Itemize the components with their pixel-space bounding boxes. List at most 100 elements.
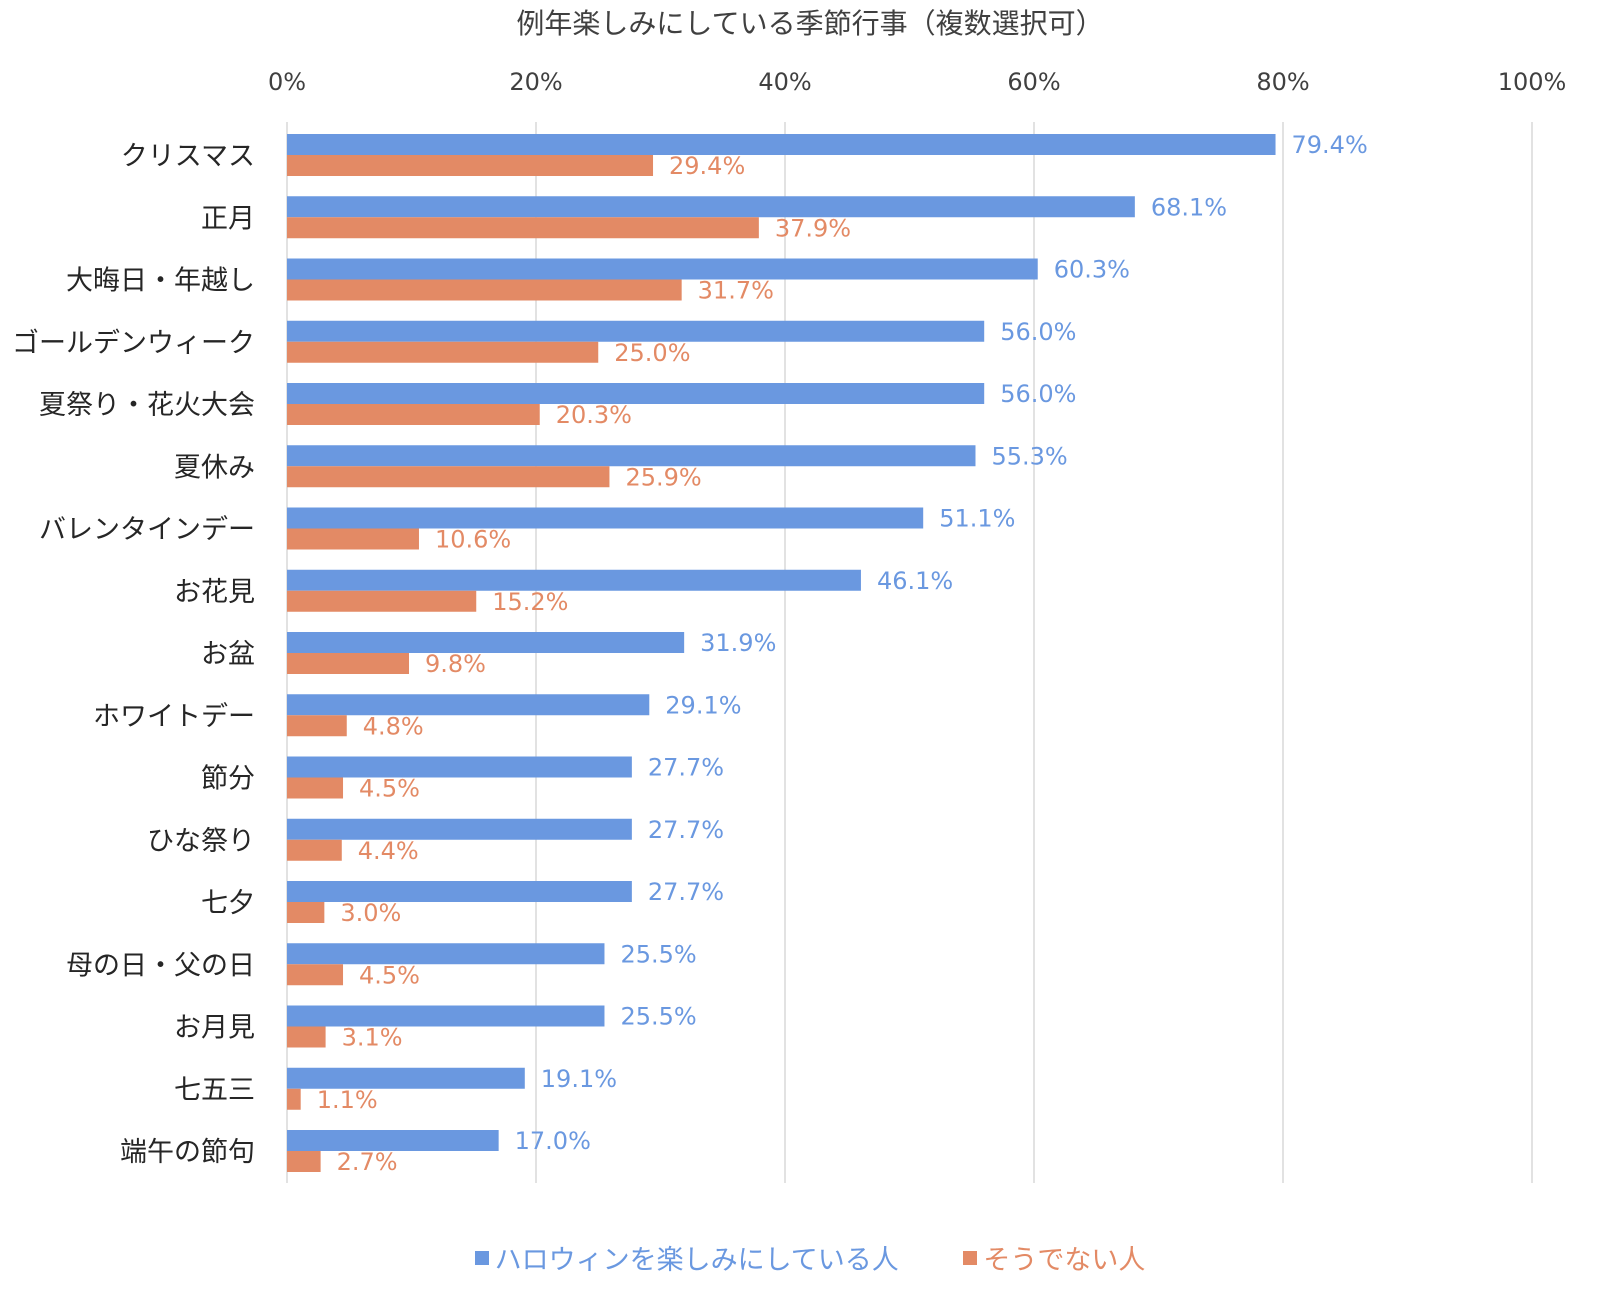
- bar-halloween: [287, 320, 985, 342]
- bar-halloween: [287, 632, 685, 653]
- bar-others: [287, 715, 347, 737]
- bars: [287, 134, 1276, 1172]
- data-label-others: 25.9%: [625, 463, 701, 491]
- data-label-others: 15.2%: [492, 588, 568, 616]
- category-label: お盆: [201, 639, 255, 670]
- data-label-others: 3.0%: [340, 899, 401, 927]
- bar-others: [287, 466, 610, 488]
- category-label: お花見: [174, 577, 255, 608]
- data-label-others: 29.4%: [669, 152, 745, 180]
- data-label-others: 9.8%: [425, 650, 486, 678]
- bar-others: [287, 839, 342, 861]
- bar-halloween: [287, 1005, 605, 1027]
- data-label-others: 3.1%: [342, 1024, 403, 1052]
- chart-title: 例年楽しみにしている季節行事（複数選択可）: [516, 7, 1104, 40]
- category-label: クリスマス: [121, 141, 255, 172]
- data-label-halloween: 68.1%: [1151, 193, 1227, 221]
- data-label-others: 4.4%: [358, 837, 419, 865]
- data-label-halloween: 56.0%: [1000, 318, 1076, 346]
- category-label: 七夕: [201, 888, 255, 919]
- x-tick-label: 20%: [509, 68, 562, 96]
- x-axis-tick-labels: 0% 20% 40% 60% 80% 100%: [268, 68, 1566, 96]
- category-label: 夏休み: [174, 452, 255, 483]
- bar-others: [287, 1151, 321, 1172]
- category-label: ひな祭り: [147, 826, 255, 857]
- legend-label-others: そうでない人: [983, 1245, 1146, 1276]
- category-label: 大晦日・年越し: [66, 266, 255, 297]
- data-label-others: 25.0%: [614, 339, 690, 367]
- data-label-halloween: 27.7%: [648, 754, 724, 782]
- data-label-others: 1.1%: [317, 1086, 378, 1114]
- bar-others: [287, 341, 599, 363]
- data-label-halloween: 29.1%: [665, 691, 741, 719]
- category-label: ゴールデンウィーク: [12, 328, 255, 359]
- x-tick-label: 60%: [1007, 68, 1060, 96]
- bar-others: [287, 1026, 326, 1048]
- x-tick-label: 100%: [1498, 68, 1567, 96]
- data-label-halloween: 46.1%: [877, 567, 953, 595]
- data-label-halloween: 17.0%: [515, 1127, 591, 1155]
- category-label: 七五三: [174, 1075, 255, 1106]
- data-label-others: 10.6%: [435, 526, 511, 554]
- bar-others: [287, 1088, 301, 1110]
- bar-others: [287, 528, 419, 550]
- category-label: 節分: [201, 764, 255, 795]
- data-label-others: 37.9%: [775, 214, 851, 242]
- data-label-halloween: 55.3%: [991, 442, 1067, 470]
- bar-halloween: [287, 134, 1276, 155]
- data-label-halloween: 56.0%: [1000, 380, 1076, 408]
- legend-swatch-others: [963, 1250, 978, 1265]
- category-label: 端午の節句: [120, 1137, 255, 1168]
- bar-chart: 0% 20% 40% 60% 80% 100% クリスマス正月大晦日・年越しゴールデンウィ…: [12, 68, 1566, 1183]
- bar-halloween: [287, 943, 605, 965]
- data-labels: 79.4% 29.4% 68.1% 37.9% 60.3% 31.7% 56.0% 25.0%…: [317, 131, 1368, 1176]
- data-label-others: 20.3%: [556, 401, 632, 429]
- bar-others: [287, 964, 344, 986]
- bar-halloween: [287, 756, 632, 778]
- legend-item-others: そうでない人: [963, 1238, 1145, 1277]
- bar-halloween: [287, 881, 632, 902]
- bar-halloween: [287, 196, 1135, 218]
- x-tick-label: 40%: [758, 68, 811, 96]
- bar-others: [287, 217, 759, 239]
- data-label-halloween: 27.7%: [648, 816, 724, 844]
- bar-halloween: [287, 1130, 499, 1151]
- bar-halloween: [287, 383, 985, 404]
- data-label-halloween: 31.9%: [700, 629, 776, 657]
- data-label-halloween: 25.5%: [620, 1003, 696, 1031]
- bar-halloween: [287, 1067, 525, 1089]
- bar-halloween: [287, 818, 632, 840]
- x-tick-label: 80%: [1256, 68, 1309, 96]
- data-label-halloween: 79.4%: [1292, 131, 1368, 159]
- legend-label-halloween: ハロウィンを楽しみにしている人: [494, 1245, 899, 1276]
- data-label-halloween: 51.1%: [939, 505, 1015, 533]
- bar-others: [287, 155, 654, 176]
- legend-swatch-halloween: [474, 1250, 489, 1265]
- bar-others: [287, 590, 477, 612]
- bar-halloween: [287, 445, 976, 467]
- category-label: ホワイトデー: [93, 701, 255, 732]
- bar-halloween: [287, 507, 924, 529]
- data-label-others: 4.5%: [359, 961, 420, 989]
- data-label-halloween: 60.3%: [1054, 256, 1130, 284]
- data-label-others: 2.7%: [337, 1148, 398, 1176]
- bar-halloween: [287, 694, 650, 716]
- category-label: お月見: [174, 1013, 255, 1044]
- bar-halloween: [287, 258, 1038, 280]
- category-label: 正月: [201, 203, 255, 234]
- bar-others: [287, 777, 344, 799]
- bar-others: [287, 653, 410, 674]
- legend-item-halloween: ハロウィンを楽しみにしている人: [474, 1238, 899, 1277]
- data-label-others: 4.8%: [363, 712, 424, 740]
- category-label: バレンタインデー: [39, 515, 255, 546]
- bar-others: [287, 902, 325, 923]
- data-label-others: 31.7%: [698, 277, 774, 305]
- x-tick-label: 0%: [268, 68, 306, 96]
- legend: ハロウィンを楽しみにしている人 そうでない人: [0, 1238, 1620, 1277]
- data-label-others: 4.5%: [359, 775, 420, 803]
- category-label: 夏祭り・花火大会: [39, 390, 255, 421]
- bar-halloween: [287, 569, 861, 591]
- bar-others: [287, 404, 540, 425]
- data-label-halloween: 27.7%: [648, 878, 724, 906]
- data-label-halloween: 19.1%: [541, 1065, 617, 1093]
